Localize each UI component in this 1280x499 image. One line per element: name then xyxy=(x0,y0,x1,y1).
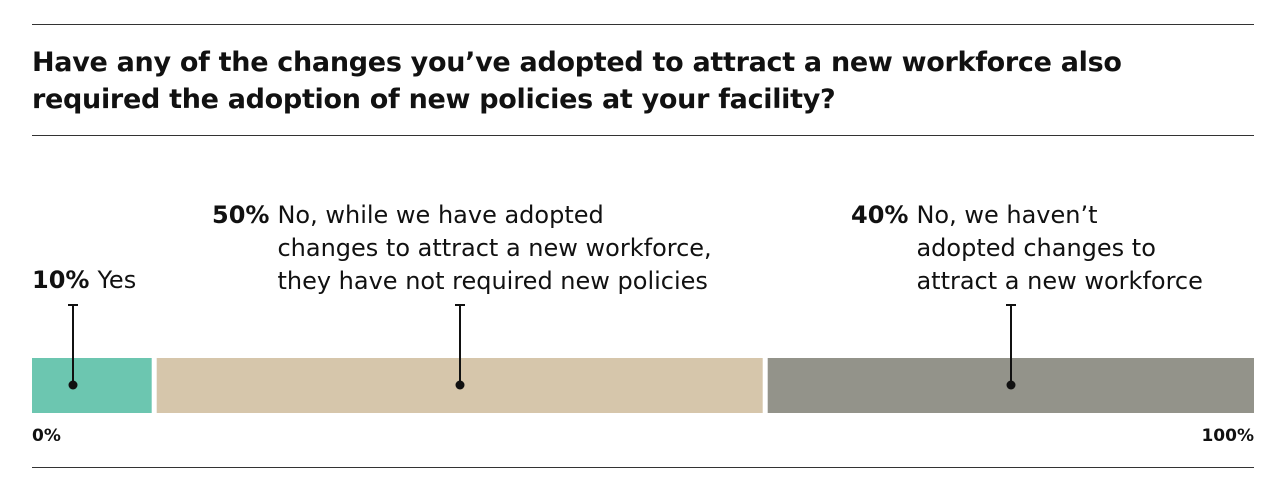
marker-dot-3 xyxy=(1006,380,1016,390)
segment-label-2-line-1: No, while we have adopted xyxy=(277,201,603,229)
bottom-rule xyxy=(32,467,1254,468)
segment-label-2-line-3: they have not required new policies xyxy=(277,267,707,295)
title-rule xyxy=(32,135,1254,136)
marker-dot-2 xyxy=(455,380,465,390)
segment-value-label-3: 40% xyxy=(851,201,908,229)
marker-dot-1 xyxy=(68,380,78,390)
axis-min-label: 0% xyxy=(32,426,61,446)
segment-label-2-line-2: changes to attract a new workforce, xyxy=(277,234,711,262)
segment-value-label-2: 50% xyxy=(212,201,269,229)
top-rule xyxy=(32,24,1254,25)
bar-segment-1 xyxy=(32,358,152,413)
chart-title: Have any of the changes you’ve adopted t… xyxy=(32,47,1122,115)
segment-value-label-1: 10% xyxy=(32,266,89,294)
segment-label-1-line-1: Yes xyxy=(96,266,136,294)
segment-label-3-line-3: attract a new workforce xyxy=(916,267,1202,295)
axis-max-label: 100% xyxy=(1201,426,1254,446)
segment-label-3-line-1: No, we haven’t xyxy=(916,201,1097,229)
segment-label-3-line-2: adopted changes to xyxy=(916,234,1155,262)
